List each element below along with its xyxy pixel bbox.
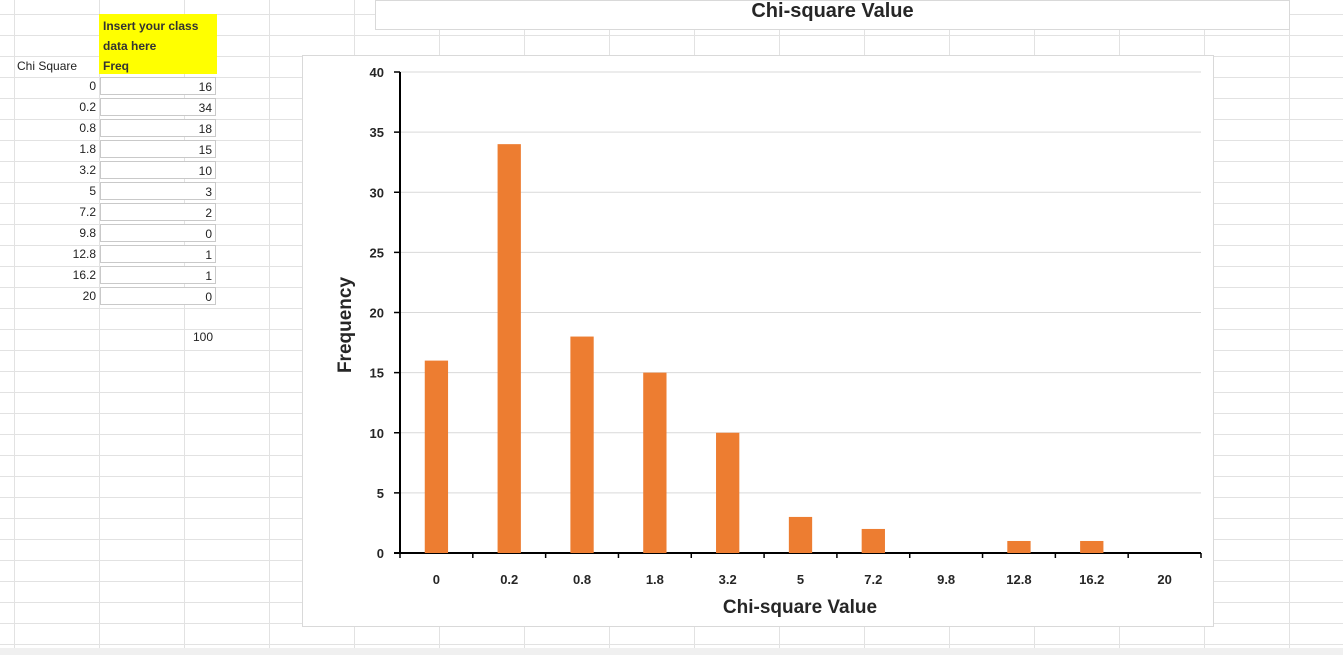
total-cell[interactable]: 100 — [192, 330, 213, 344]
freq-input-cell[interactable]: 18 — [100, 119, 216, 137]
y-tick-label: 25 — [370, 245, 384, 260]
bar — [570, 336, 594, 553]
chi-square-cell[interactable]: 0 — [89, 79, 96, 93]
x-tick-label: 20 — [1157, 572, 1171, 587]
x-tick-label: 5 — [797, 572, 804, 587]
freq-header-cell[interactable]: Insert your class data here Freq — [99, 14, 217, 74]
header-line-2: data here — [103, 39, 157, 53]
y-tick-label: 30 — [370, 185, 384, 200]
freq-input-cell[interactable]: 0 — [100, 224, 216, 242]
y-tick-label: 20 — [370, 306, 384, 321]
bar — [788, 516, 813, 553]
bar — [497, 144, 521, 553]
bar — [643, 372, 667, 553]
chi-square-cell[interactable]: 5 — [89, 184, 96, 198]
chart-title-box[interactable]: Chi-square Value — [375, 0, 1290, 30]
x-tick-label: 0 — [433, 572, 440, 587]
bar-chart: 0 5 10 15 20 25 30 35 40 0 0.2 0.8 1.8 3.2 5 7.2 9.8 12.8… — [335, 65, 1202, 618]
freq-input-cell[interactable]: 1 — [100, 266, 216, 284]
bar — [424, 360, 449, 553]
bar — [716, 432, 740, 553]
chi-square-cell[interactable]: 9.8 — [79, 226, 96, 240]
chi-square-cell[interactable]: 1.8 — [79, 142, 96, 156]
chi-square-cell[interactable]: 12.8 — [72, 247, 96, 261]
y-tick-label: 10 — [370, 426, 384, 441]
y-tick-label: 40 — [370, 65, 384, 80]
chart-area[interactable]: 0 5 10 15 20 25 30 35 40 0 0.2 0.8 1.8 3.2 5 7.2 9.8 12.8… — [302, 55, 1214, 627]
header-line-3: Freq — [103, 59, 130, 73]
y-tick-label: 15 — [370, 366, 384, 381]
freq-input-cell[interactable]: 15 — [100, 140, 216, 158]
x-tick-label: 12.8 — [1006, 572, 1031, 587]
bar — [1007, 540, 1031, 553]
x-tick-label: 16.2 — [1079, 572, 1104, 587]
chart-title: Chi-square Value — [751, 0, 914, 22]
y-tick-label: 35 — [370, 125, 384, 140]
y-axis-title: Frequency — [335, 277, 356, 374]
freq-input-cell[interactable]: 0 — [100, 287, 216, 305]
chi-square-cell[interactable]: 16.2 — [72, 268, 96, 282]
sheet-tab-strip — [0, 648, 1343, 655]
x-tick-label: 0.8 — [573, 572, 591, 587]
freq-input-cell[interactable]: 10 — [100, 161, 216, 179]
chi-square-cell[interactable]: 20 — [82, 289, 96, 303]
chi-square-cell[interactable]: 0.8 — [79, 121, 96, 135]
chi-square-cell[interactable]: 0.2 — [79, 100, 96, 114]
header-line-1: Insert your class — [103, 19, 199, 33]
x-axis-title: Chi-square Value — [723, 597, 877, 618]
freq-input-cell[interactable]: 16 — [100, 77, 216, 95]
bar — [861, 528, 885, 553]
x-tick-label: 9.8 — [937, 572, 955, 587]
chi-square-cell[interactable]: 3.2 — [79, 163, 96, 177]
x-tick-label: 0.2 — [500, 572, 518, 587]
freq-input-cell[interactable]: 1 — [100, 245, 216, 263]
chi-square-column-header[interactable]: Chi Square — [17, 59, 78, 73]
freq-input-cell[interactable]: 34 — [100, 98, 216, 116]
x-tick-label: 1.8 — [646, 572, 664, 587]
y-tick-label: 5 — [377, 486, 384, 501]
freq-input-cell[interactable]: 3 — [100, 182, 216, 200]
x-tick-label: 7.2 — [864, 572, 882, 587]
chi-square-cell[interactable]: 7.2 — [79, 205, 96, 219]
x-tick-label: 3.2 — [719, 572, 737, 587]
freq-input-cell[interactable]: 2 — [100, 203, 216, 221]
bar — [1080, 540, 1104, 553]
y-tick-label: 0 — [377, 546, 384, 561]
